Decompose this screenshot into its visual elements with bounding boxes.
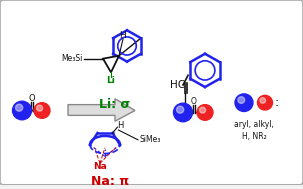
Circle shape bbox=[258, 95, 272, 110]
Text: O: O bbox=[29, 94, 35, 103]
Text: Na: π: Na: π bbox=[91, 175, 129, 188]
Circle shape bbox=[177, 106, 184, 113]
Text: HC: HC bbox=[170, 80, 185, 90]
Circle shape bbox=[34, 103, 50, 118]
Text: H: H bbox=[120, 31, 126, 40]
Text: :: : bbox=[274, 96, 278, 109]
Text: aryl, alkyl,
H, NR₂: aryl, alkyl, H, NR₂ bbox=[234, 120, 274, 141]
Text: SiMe₃: SiMe₃ bbox=[140, 135, 161, 144]
Text: O: O bbox=[191, 97, 197, 106]
Circle shape bbox=[197, 105, 213, 120]
Circle shape bbox=[37, 105, 43, 111]
Polygon shape bbox=[68, 99, 135, 121]
Text: Na: Na bbox=[93, 162, 107, 171]
Text: Li: σ: Li: σ bbox=[99, 98, 131, 111]
Circle shape bbox=[238, 97, 245, 103]
Circle shape bbox=[235, 94, 253, 112]
Circle shape bbox=[15, 104, 23, 111]
FancyBboxPatch shape bbox=[0, 0, 303, 185]
Text: Me₃Si: Me₃Si bbox=[62, 54, 83, 63]
Text: H: H bbox=[117, 121, 124, 130]
Text: Li: Li bbox=[107, 76, 115, 85]
Circle shape bbox=[12, 101, 32, 120]
Circle shape bbox=[174, 103, 192, 122]
Circle shape bbox=[260, 98, 266, 103]
Circle shape bbox=[200, 107, 206, 113]
